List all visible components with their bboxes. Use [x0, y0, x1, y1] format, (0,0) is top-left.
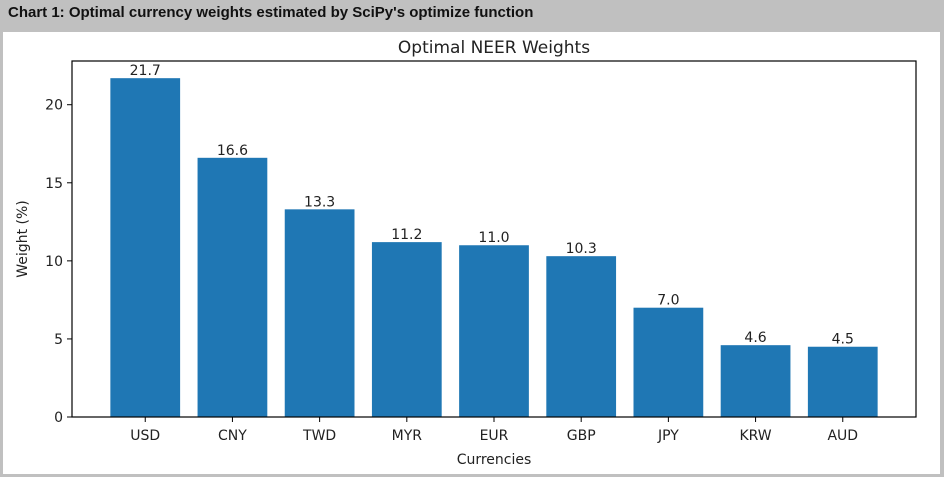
bar-cny	[197, 157, 268, 418]
bar-gbp	[546, 256, 617, 417]
y-tick-label: 0	[54, 410, 63, 426]
x-tick-label: AUD	[827, 428, 858, 444]
data-label: 11.2	[391, 227, 422, 243]
data-label: 7.0	[657, 293, 679, 309]
data-label: 13.3	[304, 194, 335, 210]
x-tick-label: TWD	[302, 428, 336, 444]
x-tick-label: GBP	[567, 428, 596, 444]
data-label: 4.5	[832, 332, 854, 348]
data-label: 10.3	[566, 241, 597, 257]
x-tick-label: MYR	[392, 428, 423, 444]
x-tick-label: CNY	[218, 428, 247, 444]
bar-twd	[284, 209, 355, 417]
x-axis-label: Currencies	[457, 452, 532, 468]
bar-jpy	[633, 307, 704, 417]
y-tick-label: 15	[45, 176, 63, 192]
y-tick-label: 20	[45, 98, 63, 114]
x-tick-label: USD	[130, 428, 160, 444]
y-tick-label: 10	[45, 254, 63, 270]
y-tick-label: 5	[54, 332, 63, 348]
data-label: 21.7	[130, 63, 161, 79]
bar-eur	[459, 245, 529, 417]
y-axis-label: Weight (%)	[15, 200, 31, 277]
bar-krw	[720, 345, 791, 417]
bar-myr	[371, 242, 442, 417]
data-label: 16.6	[217, 143, 248, 159]
bar-aud	[807, 346, 878, 417]
data-label: 4.6	[744, 330, 766, 346]
chart-caption: Chart 1: Optimal currency weights estima…	[8, 4, 534, 21]
bar-usd	[110, 78, 181, 417]
x-tick-label: KRW	[739, 428, 771, 444]
x-tick-label: JPY	[657, 428, 679, 444]
data-label: 11.0	[478, 230, 509, 246]
chart-title: Optimal NEER Weights	[398, 38, 590, 58]
plot-frame	[71, 60, 917, 418]
x-tick-label: EUR	[480, 428, 509, 444]
